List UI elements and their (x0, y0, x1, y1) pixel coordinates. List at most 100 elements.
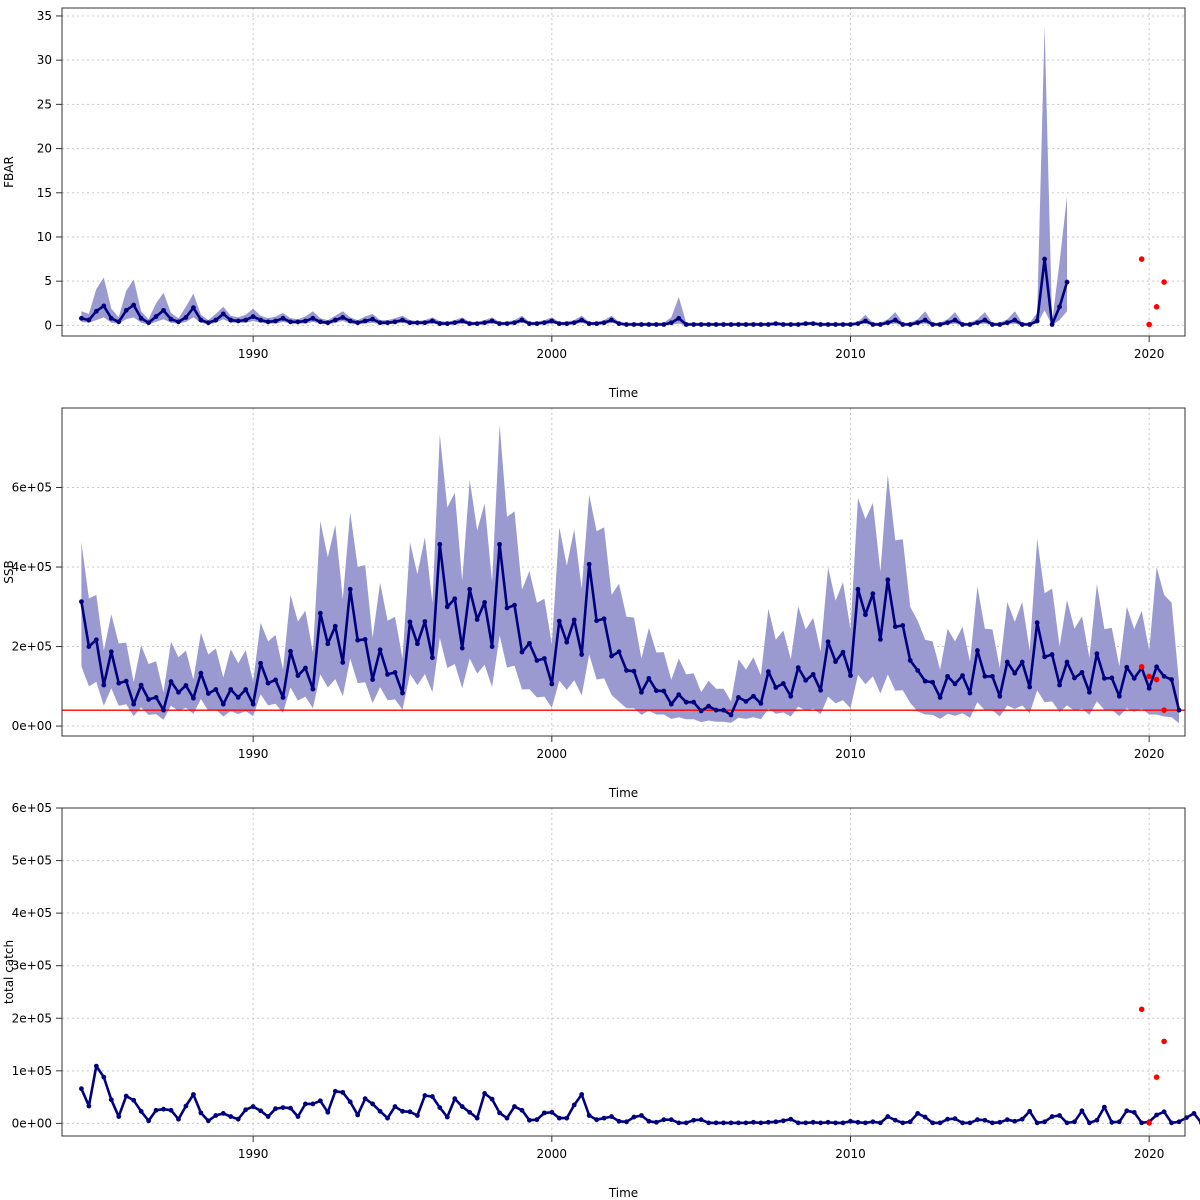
data-point (295, 1114, 301, 1119)
data-point (370, 677, 376, 682)
data-point (907, 658, 913, 663)
data-point (288, 319, 293, 325)
data-point (877, 636, 883, 642)
data-point (220, 311, 226, 317)
data-point (176, 689, 181, 695)
highlight-point (1146, 321, 1152, 328)
data-point (691, 322, 697, 327)
data-point (355, 1112, 361, 1118)
data-point (1072, 1119, 1077, 1125)
data-point (810, 671, 816, 677)
highlight-point (1153, 676, 1160, 683)
data-point (131, 701, 137, 707)
data-point (915, 1110, 921, 1116)
data-point (153, 695, 159, 700)
data-point (332, 623, 338, 629)
data-point (721, 707, 726, 713)
data-point (668, 320, 674, 326)
data-point (198, 1110, 204, 1116)
data-point (429, 655, 435, 661)
x-axis-label: Time (608, 1186, 638, 1200)
data-point (698, 322, 704, 327)
x-tick-label: 2020 (1134, 747, 1165, 761)
data-point (452, 596, 458, 602)
data-point (743, 1120, 749, 1126)
data-point (743, 322, 749, 327)
data-point (683, 1120, 689, 1126)
highlight-point (1161, 1038, 1167, 1045)
data-point (571, 1102, 577, 1108)
data-point (422, 1093, 428, 1098)
data-point (235, 1116, 241, 1122)
data-point (213, 317, 219, 323)
data-point (907, 322, 913, 327)
data-point (982, 1117, 988, 1123)
data-point (123, 678, 129, 684)
data-point (1019, 1116, 1025, 1122)
data-point (415, 641, 420, 647)
data-point (474, 321, 480, 327)
data-point (243, 1107, 249, 1113)
data-point (415, 1113, 420, 1118)
highlight-point (1161, 707, 1167, 713)
data-point (1131, 1109, 1137, 1115)
data-point (317, 610, 323, 616)
confidence-band (81, 1064, 1200, 1124)
data-point (609, 1114, 614, 1119)
highlight-point (1153, 1074, 1160, 1080)
data-point (86, 644, 92, 649)
data-point (1154, 664, 1160, 670)
x-tick-label: 2000 (537, 747, 568, 761)
data-point (1094, 651, 1100, 657)
data-point (810, 1119, 816, 1125)
y-tick-label: 6e+05 (12, 801, 52, 815)
data-point (1109, 675, 1115, 681)
data-point (541, 1110, 547, 1116)
data-point (922, 1114, 928, 1120)
data-point (1049, 322, 1055, 327)
data-point (594, 1117, 600, 1123)
data-point (303, 665, 308, 671)
data-point (86, 1103, 92, 1109)
data-point (459, 318, 465, 324)
chart-panel-2: 1990 2000 2010 2020 0e+00 2e+05 4e+05 6e+05 Time… (2, 407, 1186, 800)
data-point (609, 317, 614, 323)
data-point (653, 1119, 659, 1125)
data-point (765, 669, 771, 674)
data-point (967, 690, 973, 696)
data-point (504, 321, 510, 327)
data-point (138, 315, 144, 321)
data-point (474, 1115, 480, 1121)
data-point (1139, 1120, 1145, 1126)
data-point (407, 320, 413, 326)
data-point (93, 1063, 99, 1069)
data-point (601, 1115, 607, 1121)
data-point (123, 1093, 129, 1099)
data-point (825, 639, 831, 645)
data-point (975, 1117, 980, 1123)
data-point (683, 699, 689, 705)
y-axis-label: total catch (2, 940, 16, 1004)
data-point (489, 644, 495, 649)
data-point (392, 669, 398, 675)
data-point (183, 683, 189, 688)
data-point (280, 1105, 286, 1111)
data-point (1109, 1119, 1115, 1125)
data-point (982, 317, 988, 323)
data-point (676, 1120, 682, 1126)
data-point (310, 315, 316, 321)
data-point (624, 322, 629, 327)
data-point (400, 690, 405, 696)
data-point (1012, 1118, 1018, 1124)
data-point (288, 1105, 293, 1111)
data-point (728, 322, 734, 327)
data-point (624, 1119, 629, 1125)
data-point (616, 321, 622, 327)
data-point (205, 1118, 211, 1124)
data-point (698, 708, 704, 714)
data-point (661, 688, 667, 694)
data-point (1019, 322, 1025, 327)
data-point (213, 1113, 219, 1118)
data-point (385, 1115, 390, 1121)
data-point (93, 308, 99, 314)
